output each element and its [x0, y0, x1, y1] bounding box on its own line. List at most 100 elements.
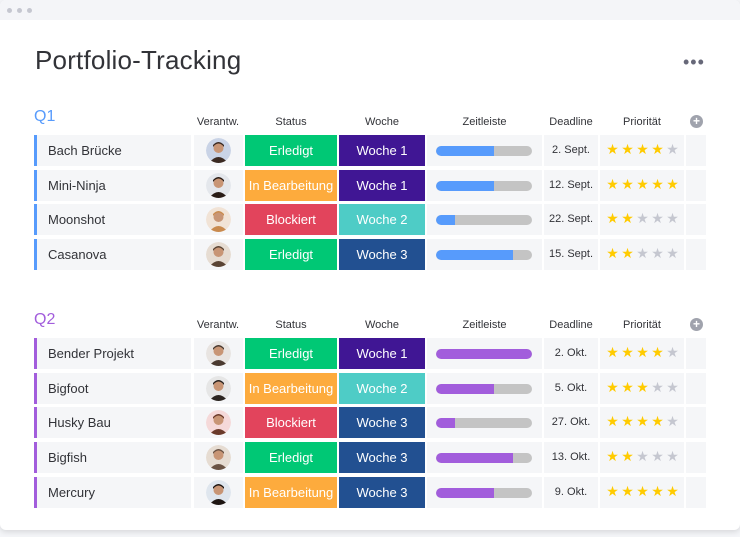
- star-icon[interactable]: ★: [666, 245, 679, 262]
- star-icon[interactable]: ★: [636, 141, 649, 157]
- star-icon[interactable]: ★: [606, 210, 619, 227]
- star-icon[interactable]: ★: [651, 175, 664, 192]
- star-icon[interactable]: ★: [621, 245, 634, 262]
- plus-circle-icon[interactable]: +: [690, 115, 703, 128]
- week-label[interactable]: Woche 2: [339, 372, 425, 404]
- user-avatar-icon[interactable]: [206, 172, 231, 198]
- week-label[interactable]: Woche 1: [339, 135, 425, 166]
- week-label[interactable]: Woche 2: [339, 204, 425, 236]
- star-icon[interactable]: ★: [651, 378, 664, 395]
- column-header-deadline[interactable]: Deadline: [549, 116, 593, 128]
- owner-cell[interactable]: [194, 135, 243, 166]
- deadline-date[interactable]: 15. Sept.: [544, 239, 598, 271]
- star-icon[interactable]: ★: [636, 413, 649, 430]
- priority-rating[interactable]: ★ ★ ★ ★ ★: [600, 239, 684, 271]
- column-header-owner[interactable]: Verantw.: [196, 116, 240, 128]
- timeline-cell[interactable]: [427, 169, 542, 201]
- owner-cell[interactable]: [194, 204, 243, 236]
- star-icon[interactable]: ★: [666, 413, 679, 430]
- plus-circle-icon[interactable]: +: [690, 318, 703, 331]
- star-icon[interactable]: ★: [621, 175, 634, 192]
- item-name[interactable]: Mini-Ninja: [48, 177, 106, 193]
- star-icon[interactable]: ★: [666, 141, 679, 157]
- star-icon[interactable]: ★: [651, 448, 664, 465]
- deadline-date[interactable]: 22. Sept.: [544, 204, 598, 236]
- star-icon[interactable]: ★: [606, 245, 619, 262]
- timeline-cell[interactable]: [427, 442, 542, 474]
- deadline-date[interactable]: 12. Sept.: [544, 169, 598, 201]
- star-icon[interactable]: ★: [606, 175, 619, 192]
- column-header-priority[interactable]: Priorität: [623, 116, 661, 128]
- owner-cell[interactable]: [194, 338, 243, 369]
- deadline-date[interactable]: 27. Okt.: [544, 407, 598, 439]
- priority-rating[interactable]: ★ ★ ★ ★ ★: [600, 442, 684, 474]
- star-icon[interactable]: ★: [606, 344, 619, 360]
- timeline-cell[interactable]: [427, 407, 542, 439]
- timeline-cell[interactable]: [427, 372, 542, 404]
- week-label[interactable]: Woche 3: [339, 407, 425, 439]
- column-header-priority[interactable]: Priorität: [623, 319, 661, 331]
- week-label[interactable]: Woche 1: [339, 169, 425, 201]
- item-name[interactable]: Mercury: [48, 484, 95, 500]
- timeline-cell[interactable]: [427, 135, 542, 166]
- star-icon[interactable]: ★: [606, 141, 619, 157]
- status-badge[interactable]: Erledigt: [245, 338, 337, 369]
- priority-rating[interactable]: ★ ★ ★ ★ ★: [600, 476, 684, 508]
- item-name-cell[interactable]: Husky Bau: [34, 407, 191, 439]
- group-title[interactable]: Q1: [34, 108, 56, 125]
- deadline-date[interactable]: 5. Okt.: [544, 372, 598, 404]
- star-icon[interactable]: ★: [666, 448, 679, 465]
- timeline-cell[interactable]: [427, 338, 542, 369]
- star-icon[interactable]: ★: [636, 344, 649, 360]
- user-avatar-icon[interactable]: [206, 341, 231, 366]
- user-avatar-icon[interactable]: [206, 242, 231, 268]
- user-avatar-icon[interactable]: [206, 375, 231, 401]
- item-name-cell[interactable]: Casanova: [34, 239, 191, 271]
- star-icon[interactable]: ★: [606, 448, 619, 465]
- status-badge[interactable]: Erledigt: [245, 135, 337, 166]
- user-avatar-icon[interactable]: [206, 410, 231, 436]
- item-name-cell[interactable]: Bigfish: [34, 442, 191, 474]
- priority-rating[interactable]: ★ ★ ★ ★ ★: [600, 372, 684, 404]
- deadline-date[interactable]: 2. Okt.: [544, 338, 598, 369]
- star-icon[interactable]: ★: [651, 210, 664, 227]
- owner-cell[interactable]: [194, 407, 243, 439]
- column-header-timeline[interactable]: Zeitleiste: [462, 319, 507, 331]
- user-avatar-icon[interactable]: [206, 207, 231, 233]
- star-icon[interactable]: ★: [621, 378, 634, 395]
- status-badge[interactable]: Erledigt: [245, 239, 337, 271]
- item-name[interactable]: Bigfish: [48, 450, 88, 466]
- owner-cell[interactable]: [194, 442, 243, 474]
- user-avatar-icon[interactable]: [206, 445, 231, 471]
- star-icon[interactable]: ★: [621, 141, 634, 157]
- column-header-owner[interactable]: Verantw.: [196, 319, 240, 331]
- star-icon[interactable]: ★: [636, 245, 649, 262]
- item-name[interactable]: Casanova: [48, 247, 107, 263]
- owner-cell[interactable]: [194, 372, 243, 404]
- star-icon[interactable]: ★: [621, 210, 634, 227]
- column-header-status[interactable]: Status: [275, 116, 307, 128]
- star-icon[interactable]: ★: [651, 482, 664, 499]
- star-icon[interactable]: ★: [666, 378, 679, 395]
- star-icon[interactable]: ★: [666, 175, 679, 192]
- column-header-week[interactable]: Woche: [364, 319, 400, 331]
- priority-rating[interactable]: ★ ★ ★ ★ ★: [600, 204, 684, 236]
- star-icon[interactable]: ★: [621, 448, 634, 465]
- star-icon[interactable]: ★: [651, 245, 664, 262]
- user-avatar-icon[interactable]: [206, 479, 231, 505]
- star-icon[interactable]: ★: [636, 175, 649, 192]
- star-icon[interactable]: ★: [606, 482, 619, 499]
- star-icon[interactable]: ★: [651, 413, 664, 430]
- owner-cell[interactable]: [194, 239, 243, 271]
- star-icon[interactable]: ★: [606, 378, 619, 395]
- star-icon[interactable]: ★: [666, 482, 679, 499]
- item-name-cell[interactable]: Bach Brücke: [34, 135, 191, 166]
- star-icon[interactable]: ★: [636, 448, 649, 465]
- item-name-cell[interactable]: Moonshot: [34, 204, 191, 236]
- timeline-cell[interactable]: [427, 476, 542, 508]
- priority-rating[interactable]: ★ ★ ★ ★ ★: [600, 338, 684, 369]
- star-icon[interactable]: ★: [651, 141, 664, 157]
- timeline-cell[interactable]: [427, 239, 542, 271]
- item-name[interactable]: Bigfoot: [48, 380, 89, 396]
- star-icon[interactable]: ★: [651, 344, 664, 360]
